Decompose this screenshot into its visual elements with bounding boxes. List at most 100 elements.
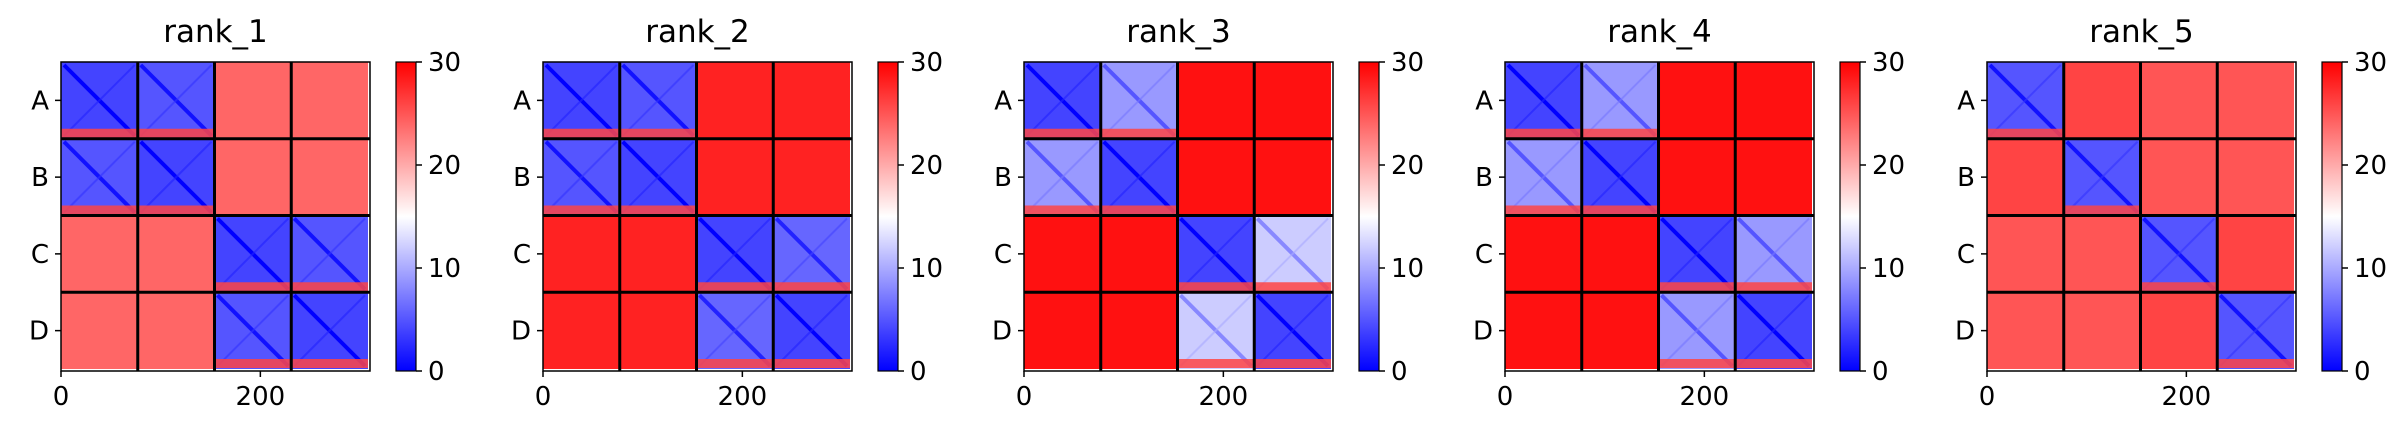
block-antidiagonal <box>63 64 136 137</box>
y-tick-label: C <box>994 240 1012 270</box>
heatmap-block-D-B <box>619 292 697 370</box>
colorbar-tick-label: 0 <box>1391 357 1408 387</box>
y-tick-label: A <box>994 86 1012 116</box>
x-tick-label: 0 <box>1979 382 1996 412</box>
block-terminal-strip <box>1581 205 1659 215</box>
heatmap-block-C-B <box>619 215 697 293</box>
panel-title: rank_2 <box>645 14 750 50</box>
heatmap-frame <box>1986 61 2297 372</box>
heatmap-block-C-D <box>2217 215 2295 293</box>
heatmap-block-C-B <box>137 215 215 293</box>
block-antidiagonal <box>1660 294 1733 367</box>
heatmap-block-C-A <box>1024 215 1101 293</box>
heatmap-block-C-A <box>1987 215 2064 293</box>
block-antidiagonal <box>216 217 289 290</box>
y-tick-label: D <box>992 317 1012 347</box>
block-antidiagonal <box>622 64 695 137</box>
block-terminal-strip <box>1254 359 1332 369</box>
heatmap-block-A-D <box>773 62 851 139</box>
colorbar-tick-label: 0 <box>428 357 445 387</box>
heatmap-block-C-B <box>1100 215 1178 293</box>
heatmap-block-C-A <box>543 215 620 293</box>
colorbar <box>877 61 899 372</box>
colorbar <box>395 61 417 372</box>
block-terminal-strip <box>1024 205 1101 215</box>
x-tick-label: 0 <box>1016 382 1033 412</box>
block-terminal-strip <box>2217 359 2295 369</box>
y-tick-label: A <box>31 86 49 116</box>
colorbar-tick-label: 20 <box>1872 151 1905 181</box>
block-antidiagonal <box>1256 217 1329 290</box>
colorbar-tick-label: 10 <box>2354 254 2387 284</box>
heatmap-block-A-D <box>1735 62 1813 139</box>
block-antidiagonal <box>1179 294 1252 367</box>
heatmap-block-A-D <box>1254 62 1332 139</box>
block-terminal-strip <box>2063 205 2141 215</box>
heatmap-block-B-D <box>773 138 851 216</box>
heatmap-frame <box>60 61 371 372</box>
block-antidiagonal <box>1660 217 1733 290</box>
colorbar-tick-label: 20 <box>2354 151 2387 181</box>
block-antidiagonal <box>1026 141 1099 214</box>
colorbar-tick-label: 10 <box>1391 254 1424 284</box>
y-tick-label: D <box>511 317 531 347</box>
block-terminal-strip <box>543 205 620 215</box>
block-terminal-strip <box>291 359 369 369</box>
colorbar-tick-label: 30 <box>1872 48 1905 78</box>
colorbar <box>1839 61 1861 372</box>
block-terminal-strip <box>1581 128 1659 138</box>
x-tick-label: 0 <box>535 382 552 412</box>
block-terminal-strip <box>1735 282 1813 292</box>
heatmap-block-B-D <box>291 138 369 216</box>
block-antidiagonal <box>1737 294 1810 367</box>
heatmap-block-D-B <box>2063 292 2141 370</box>
heatmap-block-A-C <box>214 62 292 139</box>
heatmap-block-B-C <box>214 138 292 216</box>
heatmap-block-D-B <box>1100 292 1178 370</box>
block-antidiagonal <box>1584 64 1657 137</box>
heatmap-block-B-C <box>2140 138 2218 216</box>
block-terminal-strip <box>137 205 215 215</box>
y-tick-label: A <box>1475 86 1493 116</box>
x-tick-label: 200 <box>718 382 768 412</box>
block-terminal-strip <box>214 359 292 369</box>
panel-rank_1: rank_1 A B C D 0 200 0 10 20 30 <box>29 14 461 412</box>
heatmap-frame <box>1023 61 1334 372</box>
heatmap-block-D-C <box>2140 292 2218 370</box>
y-tick-label: A <box>513 86 531 116</box>
block-antidiagonal <box>545 141 618 214</box>
block-terminal-strip <box>61 205 138 215</box>
heatmap-block-D-B <box>137 292 215 370</box>
block-terminal-strip <box>619 128 697 138</box>
block-antidiagonal <box>1103 141 1176 214</box>
heatmap-block-A-C <box>1658 62 1736 139</box>
heatmap-block-D-A <box>1987 292 2064 370</box>
block-terminal-strip <box>1505 205 1582 215</box>
y-tick-label: C <box>513 240 531 270</box>
y-tick-label: D <box>29 317 49 347</box>
x-tick-label: 0 <box>53 382 70 412</box>
y-tick-label: B <box>31 163 49 193</box>
panel-rank_4: rank_4 A B C D 0 200 0 10 20 30 <box>1473 14 1905 412</box>
block-antidiagonal <box>1737 217 1810 290</box>
block-terminal-strip <box>1987 128 2064 138</box>
y-tick-label: D <box>1473 317 1493 347</box>
heatmap-block-B-C <box>696 138 774 216</box>
block-terminal-strip <box>291 282 369 292</box>
heatmap-block-A-B <box>2063 62 2141 139</box>
y-tick-label: C <box>31 240 49 270</box>
heatmap-block-B-A <box>1987 138 2064 216</box>
panel-title: rank_1 <box>163 14 268 50</box>
block-terminal-strip <box>2140 282 2218 292</box>
block-antidiagonal <box>622 141 695 214</box>
heatmap-block-B-D <box>2217 138 2295 216</box>
heatmap-block-D-A <box>61 292 138 370</box>
colorbar <box>1358 61 1380 372</box>
x-tick-label: 200 <box>1199 382 1249 412</box>
block-antidiagonal <box>698 217 771 290</box>
block-antidiagonal <box>2142 217 2215 290</box>
heatmap-block-A-C <box>1177 62 1255 139</box>
x-tick-label: 0 <box>1497 382 1514 412</box>
y-tick-label: B <box>1957 163 1975 193</box>
heatmap-frame <box>1504 61 1815 372</box>
